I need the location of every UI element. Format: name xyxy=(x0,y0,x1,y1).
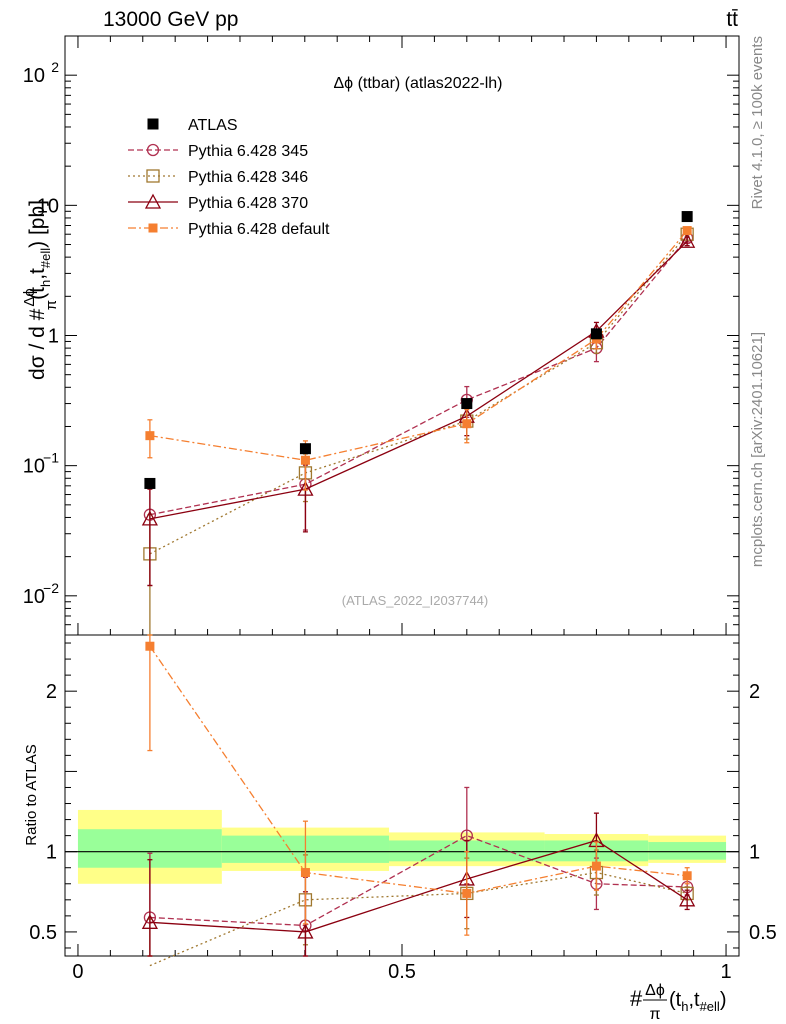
point-atlas-4 xyxy=(681,211,693,223)
legend-label-p345: Pythia 6.428 345 xyxy=(188,143,308,160)
ratio-tick-label-0: 0.5 xyxy=(29,922,57,944)
x-tick-label-1: 0.5 xyxy=(388,961,416,983)
y-tick-exp-4: 2 xyxy=(51,59,59,75)
svg-text:(th,t#ell): (th,t#ell) xyxy=(669,989,727,1014)
ratio-point-pdefault-1 xyxy=(300,868,310,878)
ratio-bands xyxy=(65,809,739,884)
band-inner-4 xyxy=(648,842,727,860)
header-energy: 13000 GeV pp xyxy=(103,8,238,31)
ratio-point-pdefault-3 xyxy=(591,861,601,871)
ratio-tick-label-right-2: 2 xyxy=(749,681,760,703)
point-atlas-0 xyxy=(144,477,156,489)
svg-text:π: π xyxy=(649,1006,660,1023)
point-atlas-1 xyxy=(299,443,311,455)
ratio-axis-ticks: 0.5 0.5 1 1 2 2 xyxy=(29,642,777,949)
legend-label-pdefault: Pythia 6.428 default xyxy=(188,221,330,238)
ratio-tick-label-1: 1 xyxy=(46,842,57,864)
series-line-pdefault xyxy=(149,230,688,461)
ratio-line-p346 xyxy=(149,871,688,967)
header-process: tt̄ xyxy=(726,8,738,31)
legend-marker-p346 xyxy=(146,169,160,183)
ratio-point-pdefault-4 xyxy=(682,871,692,881)
y-tick-label-3: 10 xyxy=(37,195,59,217)
ratio-line-p345 xyxy=(149,834,688,927)
point-p370-0 xyxy=(141,510,158,526)
point-atlas-3 xyxy=(590,328,602,340)
legend-label-p346: Pythia 6.428 346 xyxy=(188,169,308,186)
chart-title: Δϕ (ttbar) (atlas2022-lh) xyxy=(333,75,502,92)
ratio-point-p370-1 xyxy=(297,923,314,939)
series-line-p345 xyxy=(149,237,688,516)
svg-text:#: # xyxy=(630,986,643,1011)
y-axis-label: dσ / d #Δϕ π(th,t#ell) [pb] xyxy=(21,200,60,380)
ratio-point-p370-0 xyxy=(141,913,158,929)
ratio-point-p370-4 xyxy=(679,891,696,907)
ratio-tick-label-right-0: 0.5 xyxy=(749,922,777,944)
ratio-tick-label-right-1: 1 xyxy=(749,842,760,864)
series-line-p346 xyxy=(149,233,688,555)
legend-marker-pdefault xyxy=(148,223,158,233)
y-tick-label-0: 10 xyxy=(23,586,45,608)
ratio-y-axis-label: Ratio to ATLAS xyxy=(23,744,40,845)
series-line-p370 xyxy=(149,240,688,520)
svg-text:dσ / d #Δϕπ(th,t#ell) [pb]: dσ / d #Δϕ π(th,t#ell) [pb] xyxy=(21,200,60,380)
y-tick-exp-0: −2 xyxy=(43,580,59,596)
legend: ATLAS Pythia 6.428 345 Pythia 6.428 346 Pyt… xyxy=(128,117,330,238)
point-p370-1 xyxy=(297,480,314,496)
ratio-point-pdefault-2 xyxy=(462,888,472,898)
point-p370-4 xyxy=(679,232,696,248)
ratio-tick-label-2: 2 xyxy=(46,681,57,703)
point-pdefault-0 xyxy=(145,431,155,441)
y-tick-label-4: 10 xyxy=(23,65,45,87)
point-pdefault-4 xyxy=(682,226,692,236)
point-pdefault-2 xyxy=(462,419,472,429)
chart-watermark: (ATLAS_2022_I2037744) xyxy=(342,593,488,608)
ratio-panel-frame xyxy=(64,634,740,957)
ratio-point-pdefault-0 xyxy=(145,641,155,651)
x-axis-label: # Δϕ π (th,t#ell) xyxy=(630,982,727,1023)
legend-marker-p345 xyxy=(146,143,160,157)
y-tick-exp-1: −1 xyxy=(43,450,59,466)
legend-label-atlas: ATLAS xyxy=(188,117,238,134)
y-tick-label-1: 10 xyxy=(23,456,45,478)
x-tick-label-2: 1 xyxy=(720,961,731,983)
main-panel-frame xyxy=(64,35,740,636)
rivet-label: Rivet 4.1.0, ≥ 100k events xyxy=(749,36,766,209)
x-tick-label-0: 0 xyxy=(72,961,83,983)
point-atlas-2 xyxy=(461,398,473,410)
point-pdefault-1 xyxy=(300,455,310,465)
legend-label-p370: Pythia 6.428 370 xyxy=(188,195,308,212)
svg-text:Δϕ: Δϕ xyxy=(645,982,665,999)
mcplots-label: mcplots.cern.ch [arXiv:2401.10621] xyxy=(749,332,766,567)
legend-marker-atlas xyxy=(147,118,159,130)
main-series xyxy=(141,211,696,636)
ratio-series xyxy=(141,634,696,967)
y-tick-label-2: 1 xyxy=(48,326,59,348)
legend-marker-p370 xyxy=(144,193,162,209)
